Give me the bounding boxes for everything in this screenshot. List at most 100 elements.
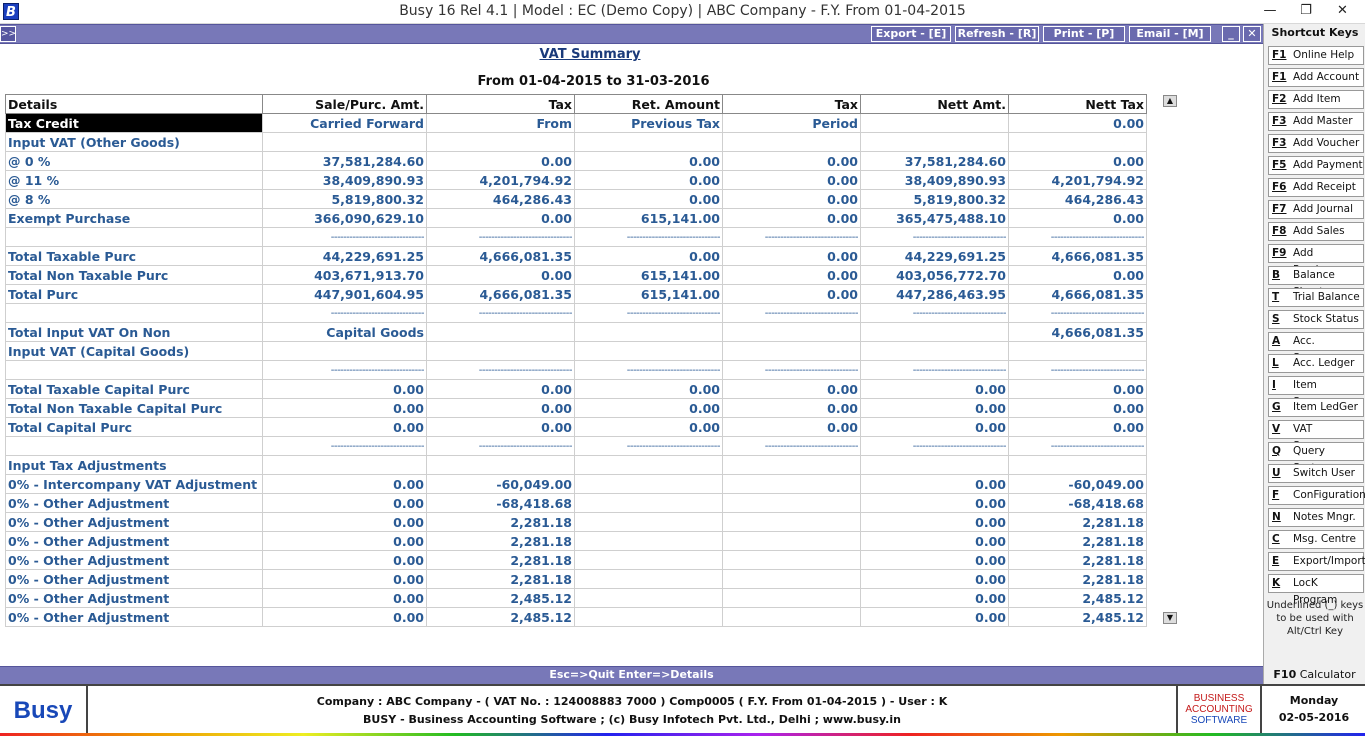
table-cell: ------------------------------ [574,360,723,380]
shortcut-key: F3 [1272,137,1287,149]
table-cell: 0.00 [574,246,723,266]
table-cell: ------------------------------ [1008,303,1147,323]
table-row[interactable]: Total Taxable Purc 44,229,691.25 4,666,081… [5,246,1147,266]
shortcut-key: F6 [1272,181,1287,193]
company-info: Company : ABC Company - ( VAT No. : 1240… [316,695,948,708]
table-row[interactable]: ------------------------------ ----------… [5,303,1147,323]
shortcut-lock-program[interactable]: K LocK Program [1268,574,1364,606]
table-cell: Total Taxable Purc [5,246,263,266]
table-row[interactable]: ------------------------------ ----------… [5,436,1147,456]
shortcut-acc-ledger[interactable]: L Acc. Ledger [1268,354,1364,373]
shortcut-export-import[interactable]: E Export/Import [1268,552,1365,571]
table-cell: 0.00 [860,531,1009,551]
table-cell: 0.00 [722,265,861,285]
table-row[interactable]: Total Non Taxable Capital Purc 0.00 0.00 0.… [5,398,1147,418]
table-row[interactable]: @ 11 % 38,409,890.93 4,201,794.92 0.00 0.00 3… [5,170,1147,190]
maximize-button[interactable]: ❐ [1300,3,1312,18]
shortcut-item-ledger[interactable]: G Item LedGer [1268,398,1364,417]
table-row[interactable]: 0% - Intercompany VAT Adjustment 0.00 -60,… [5,474,1147,494]
table-row[interactable]: Input VAT (Other Goods) [5,132,1147,152]
column-header: Nett Tax [1008,94,1147,114]
report-title: VAT Summary [539,47,641,62]
shortcut-notes-mngr[interactable]: N Notes Mngr. [1268,508,1364,527]
table-cell [5,227,263,247]
table-cell: @ 11 % [5,170,263,190]
shortcut-key: F2 [1272,93,1287,105]
report-minimize-button[interactable]: _ [1222,26,1240,42]
shortcut-add-sales[interactable]: F8 Add Sales [1268,222,1364,241]
scroll-up-icon[interactable]: ▲ [1163,95,1177,107]
table-row[interactable]: 0% - Other Adjustment 0.00 2,281.18 0.00 2,2… [5,512,1147,532]
table-row[interactable]: ------------------------------ ----------… [5,227,1147,247]
status-bar: Esc=>Quit Enter=>Details [0,666,1263,684]
table-cell: 0.00 [722,151,861,171]
shortcut-add-account[interactable]: F1 Add Account [1268,68,1364,87]
shortcut-add-journal[interactable]: F7 Add Journal [1268,200,1364,219]
table-row[interactable]: Total Capital Purc 0.00 0.00 0.00 0.00 0.00 0.… [5,417,1147,437]
shortcut-stock-status[interactable]: S Stock Status [1268,310,1364,329]
shortcut-msg-centre[interactable]: C Msg. Centre [1268,530,1364,549]
table-row[interactable]: ------------------------------ ----------… [5,360,1147,380]
shortcut-add-item[interactable]: F2 Add Item [1268,90,1364,109]
table-cell: 0.00 [860,474,1009,494]
table-cell: 0.00 [426,379,575,399]
export-button[interactable]: Export - [E] [871,26,951,42]
table-row[interactable]: @ 8 % 5,819,800.32 464,286.43 0.00 0.00 5,819… [5,189,1147,209]
table-row[interactable]: 0% - Other Adjustment 0.00 2,281.18 0.00 2,2… [5,550,1147,570]
shortcut-add-receipt[interactable]: F6 Add Receipt [1268,178,1364,197]
table-cell: 4,666,081.35 [1008,284,1147,304]
calculator-shortcut[interactable]: F10 Calculator [1263,666,1365,684]
table-cell [722,132,861,152]
scroll-down-icon[interactable]: ▼ [1163,612,1177,624]
shortcut-label: Add Payment [1293,159,1363,171]
table-row[interactable]: 0% - Other Adjustment 0.00 2,485.12 0.00 2,4… [5,607,1147,627]
table-row[interactable]: Total Non Taxable Purc 403,671,913.70 0.00… [5,265,1147,285]
table-row[interactable]: 0% - Other Adjustment 0.00 2,485.12 0.00 2,4… [5,588,1147,608]
refresh-button[interactable]: Refresh - [R] [955,26,1039,42]
report-close-button[interactable]: ✕ [1243,26,1261,42]
shortcut-label: Stock Status [1293,313,1359,325]
table-cell: 447,901,604.95 [262,284,427,304]
table-row[interactable]: 0% - Other Adjustment 0.00 2,281.18 0.00 2,2… [5,531,1147,551]
shortcut-configuration[interactable]: F ConFiguration [1268,486,1365,505]
close-button[interactable]: ✕ [1337,3,1348,18]
table-row[interactable]: Total Input VAT On Non Capital Goods 4,666… [5,322,1147,342]
table-cell: Previous Tax [574,113,723,133]
table-row[interactable]: @ 0 % 37,581,284.60 0.00 0.00 0.00 37,581,284… [5,151,1147,171]
table-row[interactable]: Tax Credit Carried Forward From Previous Ta… [5,113,1147,133]
shortcut-label: Add Journal [1293,203,1353,215]
shortcut-add-voucher[interactable]: F3 Add Voucher [1268,134,1364,153]
shortcut-switch-user[interactable]: U Switch User [1268,464,1364,483]
shortcut-add-payment[interactable]: F5 Add Payment [1268,156,1364,175]
print-button[interactable]: Print - [P] [1043,26,1125,42]
table-row[interactable]: Input Tax Adjustments [5,455,1147,475]
table-row[interactable]: Input VAT (Capital Goods) [5,341,1147,361]
table-row[interactable]: 0% - Other Adjustment 0.00 -68,418.68 0.00-… [5,493,1147,513]
table-cell: 615,141.00 [574,265,723,285]
shortcut-add-master[interactable]: F3 Add Master [1268,112,1364,131]
shortcut-online-help[interactable]: F1 Online Help [1268,46,1364,65]
table-row[interactable]: Total Taxable Capital Purc 0.00 0.00 0.00 0.… [5,379,1147,399]
busy-logo: Busy [0,686,88,736]
expand-panel-button[interactable]: >> [0,26,16,42]
table-cell: 0% - Other Adjustment [5,569,263,589]
table-cell [574,322,723,342]
table-cell [574,341,723,361]
bas-logo-line2: ACCOUNTING [1185,704,1253,715]
table-row[interactable]: Exempt Purchase 366,090,629.10 0.00 615,141… [5,208,1147,228]
table-cell: 0.00 [262,493,427,513]
shortcut-key: F5 [1272,159,1287,171]
table-row[interactable]: 0% - Other Adjustment 0.00 2,281.18 0.00 2,2… [5,569,1147,589]
table-cell: 0.00 [1008,113,1147,133]
minimize-button[interactable]: — [1263,3,1277,18]
shortcut-trial-balance[interactable]: T Trial Balance [1268,288,1364,307]
shortcut-label: Trial Balance [1293,291,1360,303]
email-button[interactable]: Email - [M] [1129,26,1211,42]
table-row[interactable]: Total Purc 447,901,604.95 4,666,081.35 615,… [5,284,1147,304]
